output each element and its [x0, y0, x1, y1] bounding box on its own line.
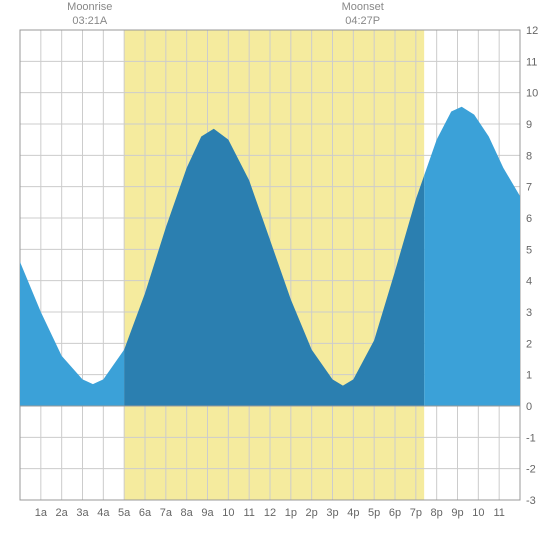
x-tick-label: 5a [118, 507, 131, 519]
y-tick-label: 9 [526, 119, 532, 131]
x-tick-label: 1p [285, 507, 297, 519]
moon-label-time: 03:21A [60, 14, 120, 28]
x-tick-label: 9p [451, 507, 463, 519]
y-tick-label: 3 [526, 307, 532, 319]
y-tick-label: 7 [526, 182, 532, 194]
y-tick-label: 6 [526, 213, 532, 225]
y-tick-label: 11 [526, 56, 537, 68]
x-tick-label: 3a [76, 507, 89, 519]
x-tick-label: 6p [389, 507, 401, 519]
y-tick-label: -3 [526, 495, 536, 507]
x-tick-label: 3p [326, 507, 338, 519]
x-tick-label: 10 [222, 507, 234, 519]
x-tick-label: 7p [410, 507, 422, 519]
moonrise-label: Moonrise03:21A [60, 0, 120, 29]
y-tick-label: 10 [526, 88, 538, 100]
x-tick-label: 6a [139, 507, 152, 519]
x-tick-label: 8p [431, 507, 443, 519]
x-axis: 1a 2a 3a 4a 5a 6a 7a 8a 9a 10 11 12 1p 2p 3p 4p 5p 6p 7p 8p… [35, 507, 505, 519]
moon-label-title: Moonrise [60, 0, 120, 14]
x-tick-label: 12 [264, 507, 276, 519]
x-tick-label: 4a [97, 507, 110, 519]
y-tick-label: 0 [526, 401, 532, 413]
x-tick-label: 8a [181, 507, 194, 519]
x-tick-label: 4p [347, 507, 359, 519]
y-tick-label: -2 [526, 464, 536, 476]
x-tick-label: 5p [368, 507, 380, 519]
x-tick-label: 10 [472, 507, 484, 519]
y-tick-label: 8 [526, 150, 532, 162]
y-tick-label: 12 [526, 25, 538, 37]
tide-chart: -3-2-101234567891011121a2a3a4a5a6a7a8a9a… [0, 0, 550, 550]
y-tick-label: -1 [526, 432, 536, 444]
x-tick-label: 11 [493, 507, 504, 519]
x-tick-label: 2a [56, 507, 69, 519]
y-tick-label: 1 [526, 370, 532, 382]
chart-svg: -3-2-101234567891011121a2a3a4a5a6a7a8a9a… [0, 0, 550, 550]
moonset-label: Moonset04:27P [333, 0, 393, 29]
x-tick-label: 11 [243, 507, 254, 519]
x-tick-label: 9a [201, 507, 214, 519]
y-tick-label: 4 [526, 276, 532, 288]
x-tick-label: 1a [35, 507, 48, 519]
moon-label-time: 04:27P [333, 14, 393, 28]
x-tick-label: 2p [306, 507, 318, 519]
y-tick-label: 2 [526, 338, 532, 350]
x-tick-label: 7a [160, 507, 173, 519]
moon-label-title: Moonset [333, 0, 393, 14]
y-tick-label: 5 [526, 244, 532, 256]
